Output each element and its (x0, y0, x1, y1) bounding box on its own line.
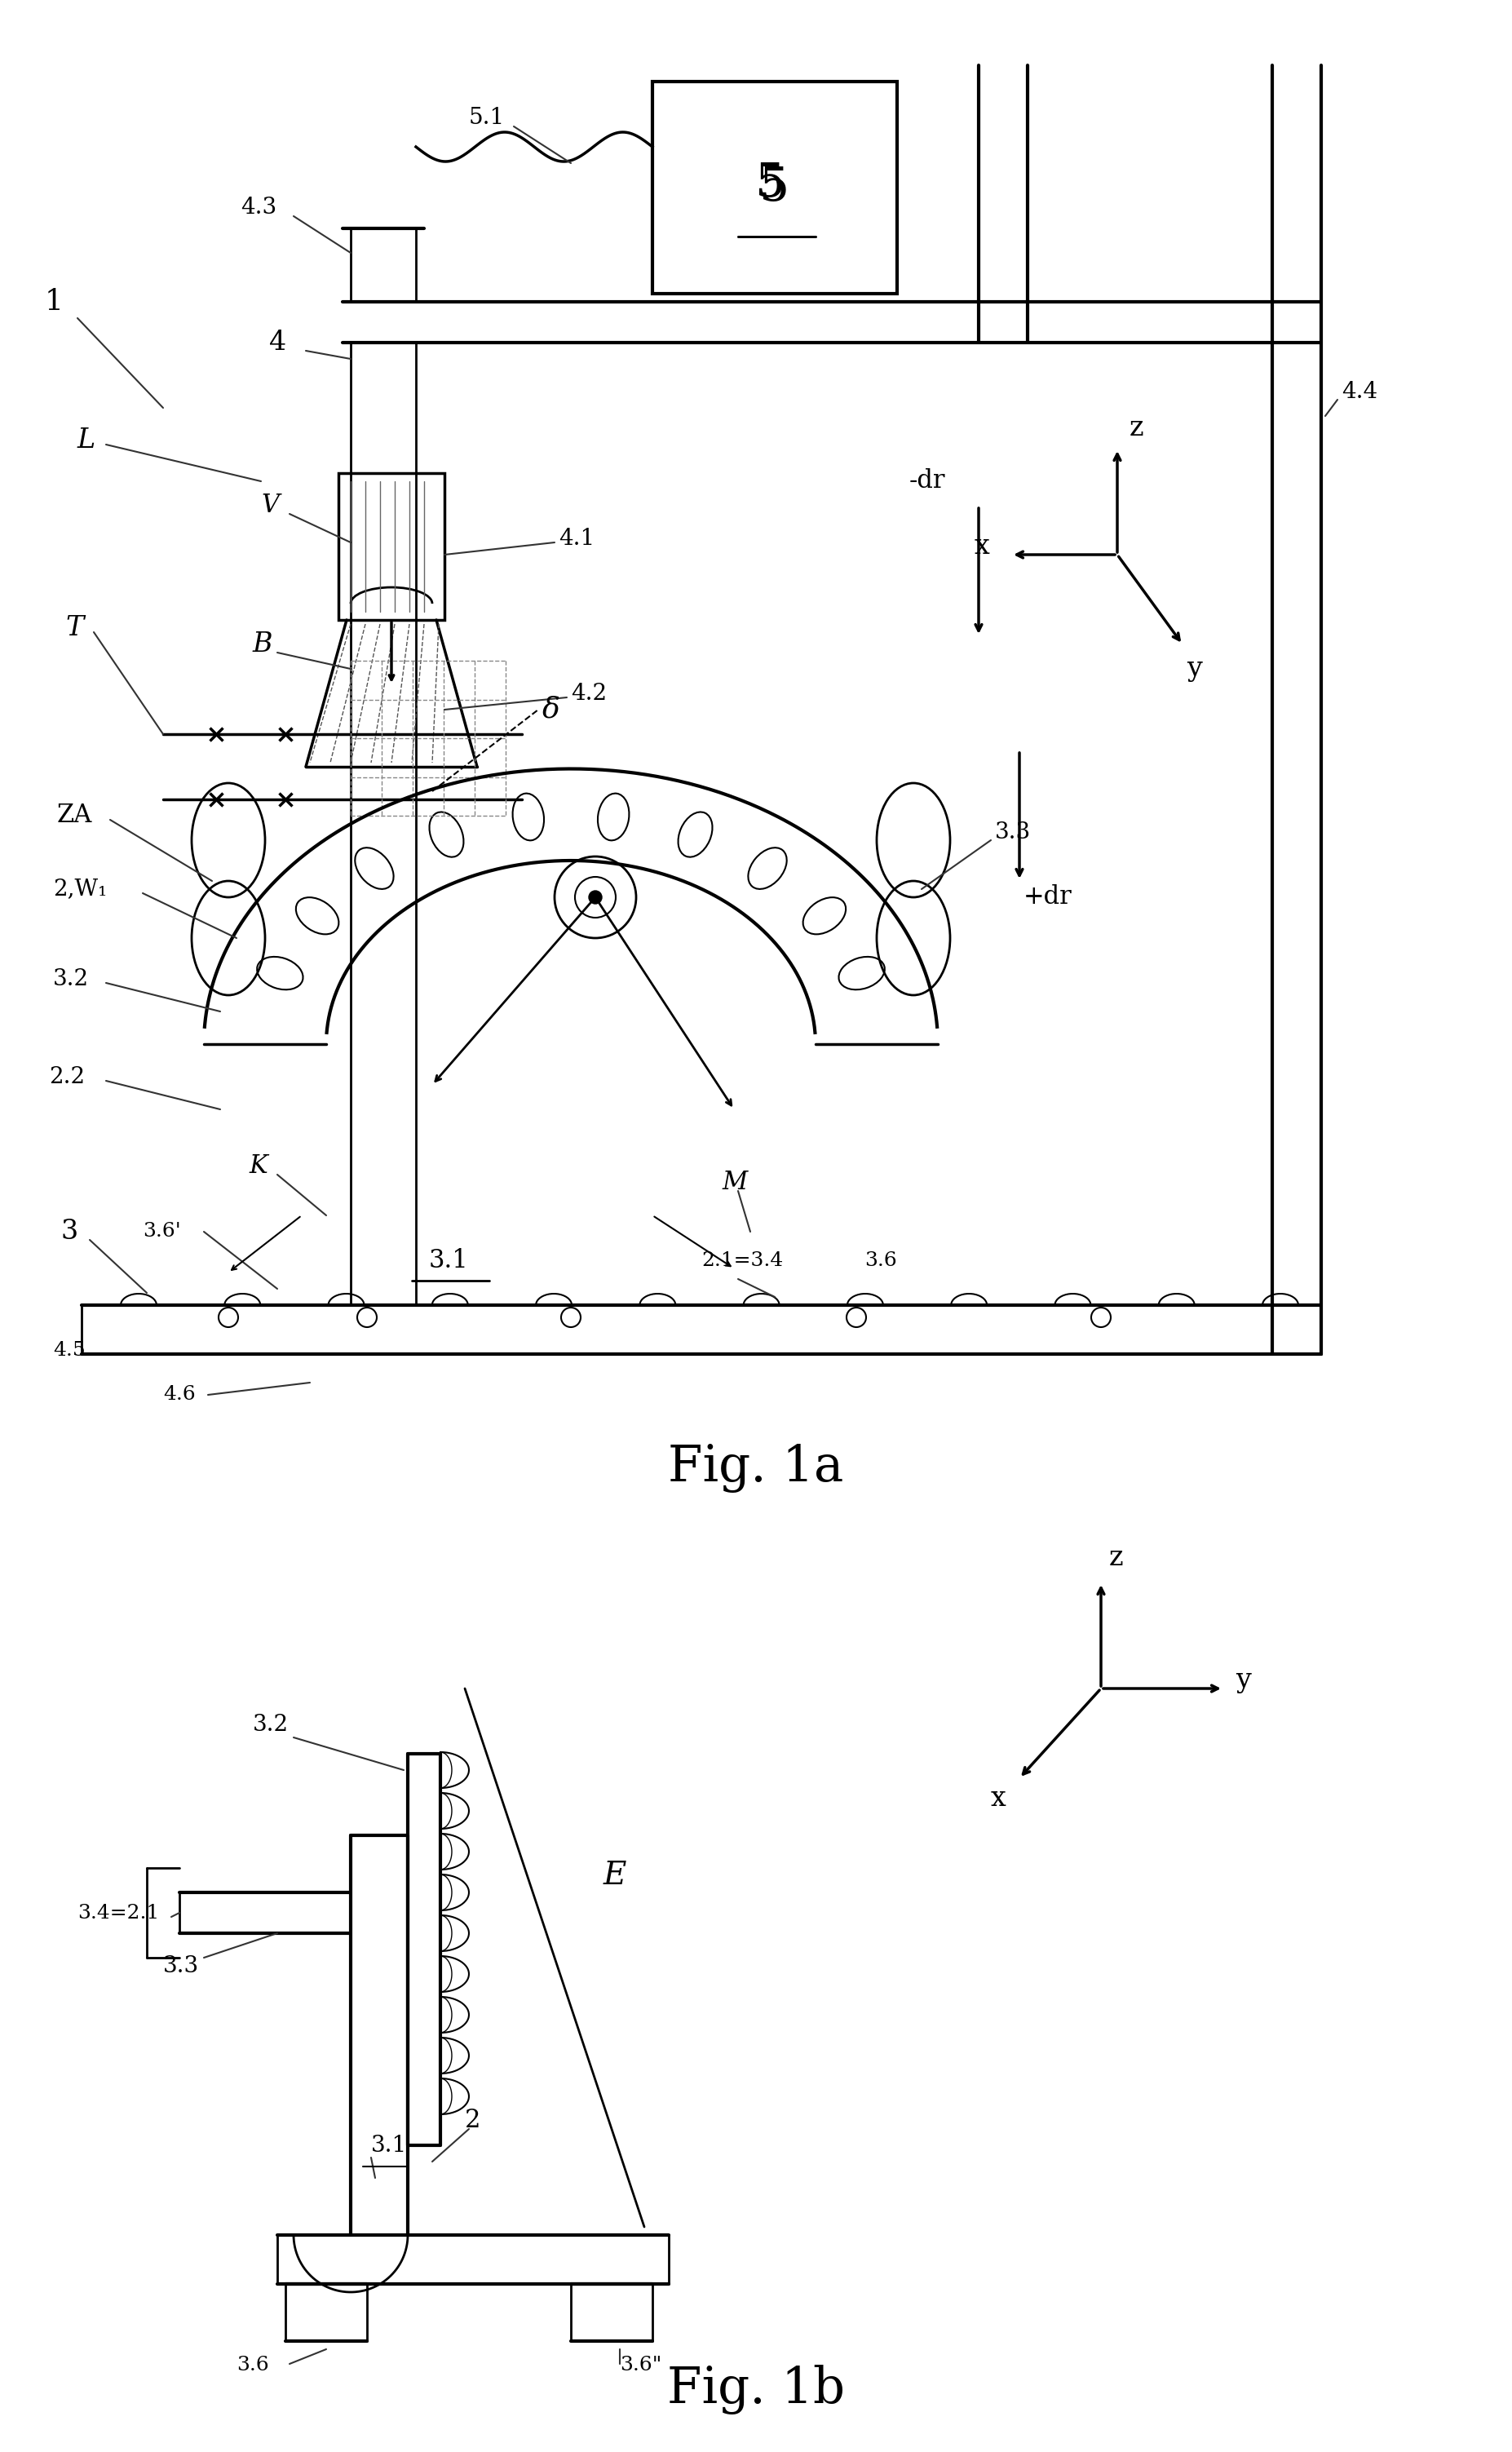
Text: 3.6: 3.6 (865, 1251, 897, 1270)
Text: 3.4=2.1: 3.4=2.1 (77, 1903, 159, 1922)
Text: x: x (975, 535, 990, 559)
Text: 3.3: 3.3 (995, 821, 1031, 843)
Text: 3: 3 (60, 1219, 79, 1246)
Text: 5.1: 5.1 (469, 108, 505, 130)
Text: 1: 1 (45, 287, 64, 316)
Text: 3.1: 3.1 (429, 1248, 469, 1273)
Text: T: T (65, 615, 83, 640)
Bar (339, 473, 445, 620)
Text: 2: 2 (464, 2109, 481, 2133)
Text: y: y (1187, 655, 1202, 682)
Text: M: M (721, 1170, 747, 1197)
Text: δ: δ (543, 696, 559, 723)
Text: K: K (249, 1155, 268, 1179)
Text: 2.2: 2.2 (48, 1067, 85, 1089)
Text: 2.1=3.4: 2.1=3.4 (702, 1251, 783, 1270)
Text: 4.1: 4.1 (558, 527, 594, 549)
Text: 3.6": 3.6" (620, 2356, 662, 2376)
Text: 5: 5 (756, 162, 786, 206)
Text: 5: 5 (759, 164, 789, 211)
Text: +dr: +dr (1024, 885, 1072, 910)
Text: 3.3: 3.3 (163, 1954, 200, 1976)
Text: z: z (1110, 1545, 1123, 1572)
Text: L: L (77, 427, 95, 454)
Text: 2,W₁: 2,W₁ (53, 878, 107, 900)
Text: 3.2: 3.2 (253, 1714, 289, 1736)
Text: z: z (1129, 414, 1145, 441)
Text: 4.5: 4.5 (53, 1341, 85, 1358)
Bar (652, 81, 897, 294)
Text: 4.3: 4.3 (240, 196, 277, 218)
Text: E: E (603, 1861, 626, 1890)
Text: 4: 4 (269, 329, 286, 356)
Text: y: y (1235, 1667, 1250, 1694)
Text: 3.6: 3.6 (236, 2356, 269, 2376)
Text: 4.6: 4.6 (163, 1385, 195, 1405)
Text: Fig. 1b: Fig. 1b (667, 2366, 845, 2415)
Circle shape (588, 890, 602, 905)
Text: x: x (990, 1785, 1005, 1812)
Text: 3.6': 3.6' (142, 1224, 181, 1241)
Text: 3.2: 3.2 (53, 969, 89, 991)
Text: -dr: -dr (909, 468, 945, 493)
Text: Fig. 1a: Fig. 1a (668, 1444, 844, 1493)
Text: ZA: ZA (57, 804, 92, 829)
Text: 4.2: 4.2 (572, 682, 606, 704)
Text: 3.1: 3.1 (370, 2133, 407, 2155)
Text: V: V (262, 493, 278, 517)
Text: B: B (253, 630, 272, 657)
Text: 4.4: 4.4 (1341, 380, 1377, 402)
